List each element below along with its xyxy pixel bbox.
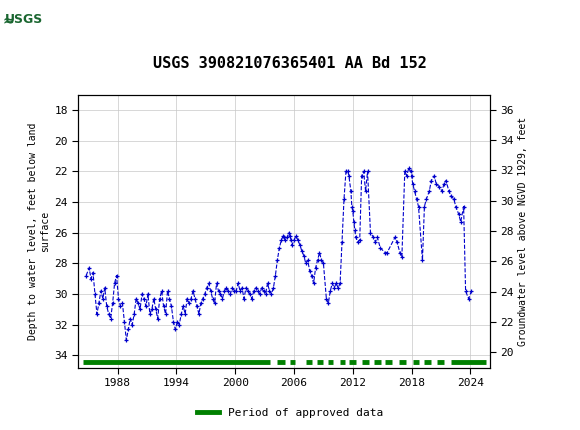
FancyBboxPatch shape [3,3,58,37]
Text: ≈: ≈ [2,13,14,27]
Text: USGS 390821076365401 AA Bd 152: USGS 390821076365401 AA Bd 152 [153,56,427,71]
Legend: Period of approved data: Period of approved data [193,403,387,422]
Y-axis label: Groundwater level above NGVD 1929, feet: Groundwater level above NGVD 1929, feet [518,117,528,346]
Y-axis label: Depth to water level, feet below land
surface: Depth to water level, feet below land su… [28,123,50,340]
Text: USGS: USGS [5,13,43,27]
